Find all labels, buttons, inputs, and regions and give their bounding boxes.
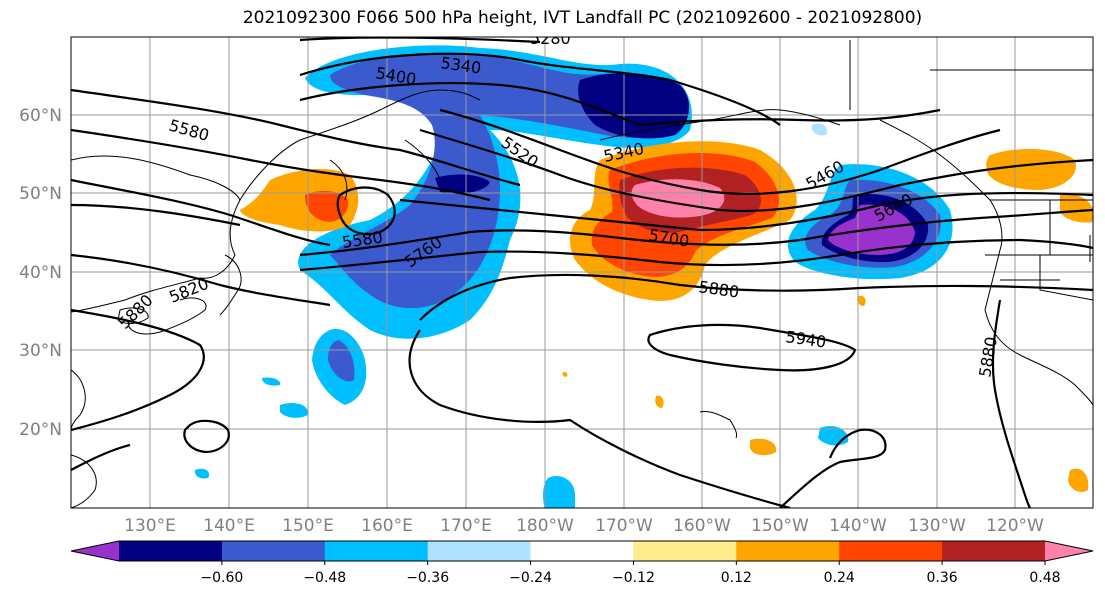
colorbar-tick-label: −0.24 — [509, 570, 552, 586]
colorbar-segment — [324, 541, 429, 561]
colorbar-segment — [221, 541, 326, 561]
lat-tick-label: 30°N — [19, 341, 62, 361]
colorbar-outline — [70, 540, 1094, 562]
map-title: 2021092300 F066 500 hPa height, IVT Land… — [242, 8, 923, 28]
lon-tick-label: 170°E — [440, 516, 492, 536]
lon-tick-label: 130°W — [908, 516, 966, 536]
colorbar-extension-low — [71, 541, 119, 561]
lat-tick-label: 50°N — [19, 184, 62, 204]
gridlines — [71, 37, 1093, 508]
colorbar: −0.60 −0.48 −0.36 −0.24 −0.12 0.12 0.24 0.36 0.4… — [70, 540, 1094, 586]
lat-tick-label: 20°N — [19, 420, 62, 440]
map-panel: 5280 5340 5400 5580 5520 5340 5460 5640 … — [71, 29, 1093, 508]
lon-tick-label: 180°W — [516, 516, 574, 536]
lon-tick-label: 170°W — [595, 516, 653, 536]
colorbar-segment — [530, 541, 634, 561]
lon-tick-label: 160°W — [673, 516, 731, 536]
lon-tick-label: 130°E — [124, 516, 176, 536]
colorbar-tick-label: 0.12 — [721, 570, 752, 586]
map-frame — [70, 36, 1094, 509]
colorbar-tick-label: −0.36 — [406, 570, 449, 586]
lon-tick-labels: 130°E 140°E 150°E 160°E 170°E 180°W 170°… — [124, 516, 1044, 536]
colorbar-segment — [839, 541, 943, 561]
lon-tick-label: 150°E — [282, 516, 334, 536]
colorbar-tick-label: −0.12 — [612, 570, 655, 586]
lon-tick-label: 150°W — [751, 516, 809, 536]
colorbar-segment — [633, 541, 737, 561]
colorbar-segment — [427, 541, 532, 561]
colorbar-tick-label: −0.60 — [200, 570, 243, 586]
colorbar-segment — [119, 541, 223, 561]
height-contours — [71, 37, 1093, 508]
colorbar-segment — [942, 541, 1046, 561]
lat-tick-label: 40°N — [19, 263, 62, 283]
colorbar-tick-label: 0.36 — [927, 570, 958, 586]
colorbar-tick-label: −0.48 — [303, 570, 346, 586]
lon-tick-label: 160°E — [361, 516, 413, 536]
ivt-positive-anomaly — [240, 141, 1093, 492]
colorbar-extension-high — [1045, 541, 1093, 561]
lon-tick-label: 140°E — [203, 516, 255, 536]
lat-tick-labels: 60°N 50°N 40°N 30°N 20°N — [19, 106, 62, 440]
lat-tick-label: 60°N — [19, 106, 62, 126]
lon-tick-label: 140°W — [829, 516, 887, 536]
colorbar-tick-label: 0.48 — [1029, 570, 1060, 586]
colorbar-tick-label: 0.24 — [824, 570, 855, 586]
colorbar-segment — [736, 541, 840, 561]
lon-tick-label: 120°W — [986, 516, 1044, 536]
contour-label: 5280 — [530, 29, 571, 48]
